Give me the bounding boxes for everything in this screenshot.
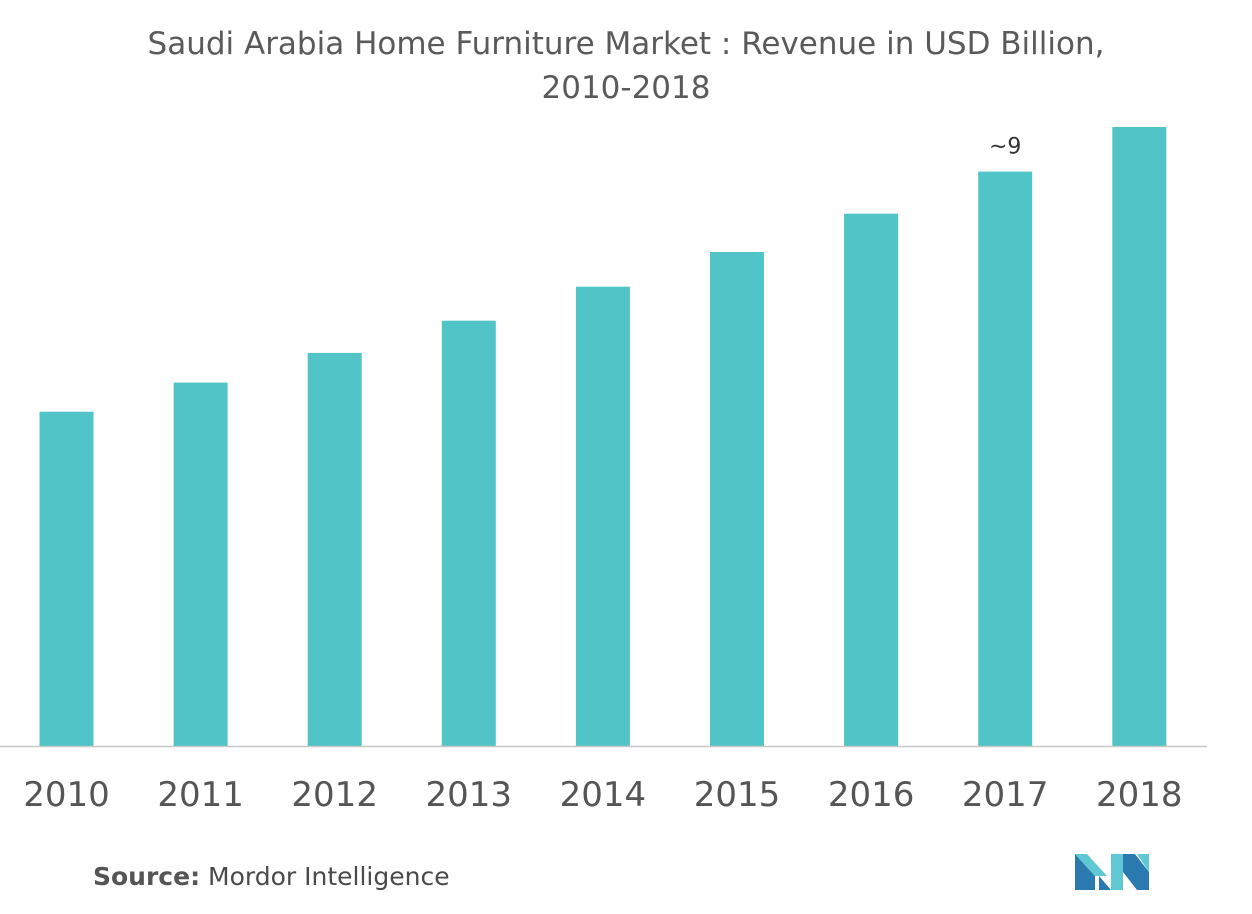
- chart-title: Saudi Arabia Home Furniture Market : Rev…: [0, 22, 1252, 110]
- x-tick-label-2012: 2012: [291, 775, 378, 815]
- source-text: Mordor Intelligence: [200, 862, 450, 891]
- source-label: Source:: [93, 862, 201, 891]
- bar-2017: [978, 171, 1033, 747]
- bar-2018: [1112, 127, 1167, 746]
- bar-2013: [441, 320, 496, 746]
- bar-2016: [844, 213, 899, 746]
- chart-title-line-1: Saudi Arabia Home Furniture Market : Rev…: [147, 26, 1105, 62]
- bar-2011: [173, 382, 228, 746]
- x-tick-label-2015: 2015: [694, 775, 781, 815]
- x-tick-label-2014: 2014: [560, 775, 647, 815]
- x-tick-label-2017: 2017: [962, 775, 1049, 815]
- x-tick-label-2016: 2016: [828, 775, 915, 815]
- data-label-2017: ~9: [989, 135, 1021, 160]
- x-tick-label-2013: 2013: [426, 775, 513, 815]
- x-tick-label-2010: 2010: [23, 775, 110, 815]
- chart-title-line-2: 2010-2018: [541, 70, 711, 106]
- bar-2015: [710, 252, 764, 746]
- x-tick-label-2018: 2018: [1096, 775, 1183, 815]
- bar-2010: [39, 411, 94, 746]
- x-tick-label-2011: 2011: [157, 775, 244, 815]
- bar-2014: [575, 286, 630, 746]
- bar-2012: [307, 352, 362, 746]
- mordor-intelligence-logo-icon: [1075, 854, 1149, 890]
- source-note: Source: Mordor Intelligence: [93, 862, 450, 891]
